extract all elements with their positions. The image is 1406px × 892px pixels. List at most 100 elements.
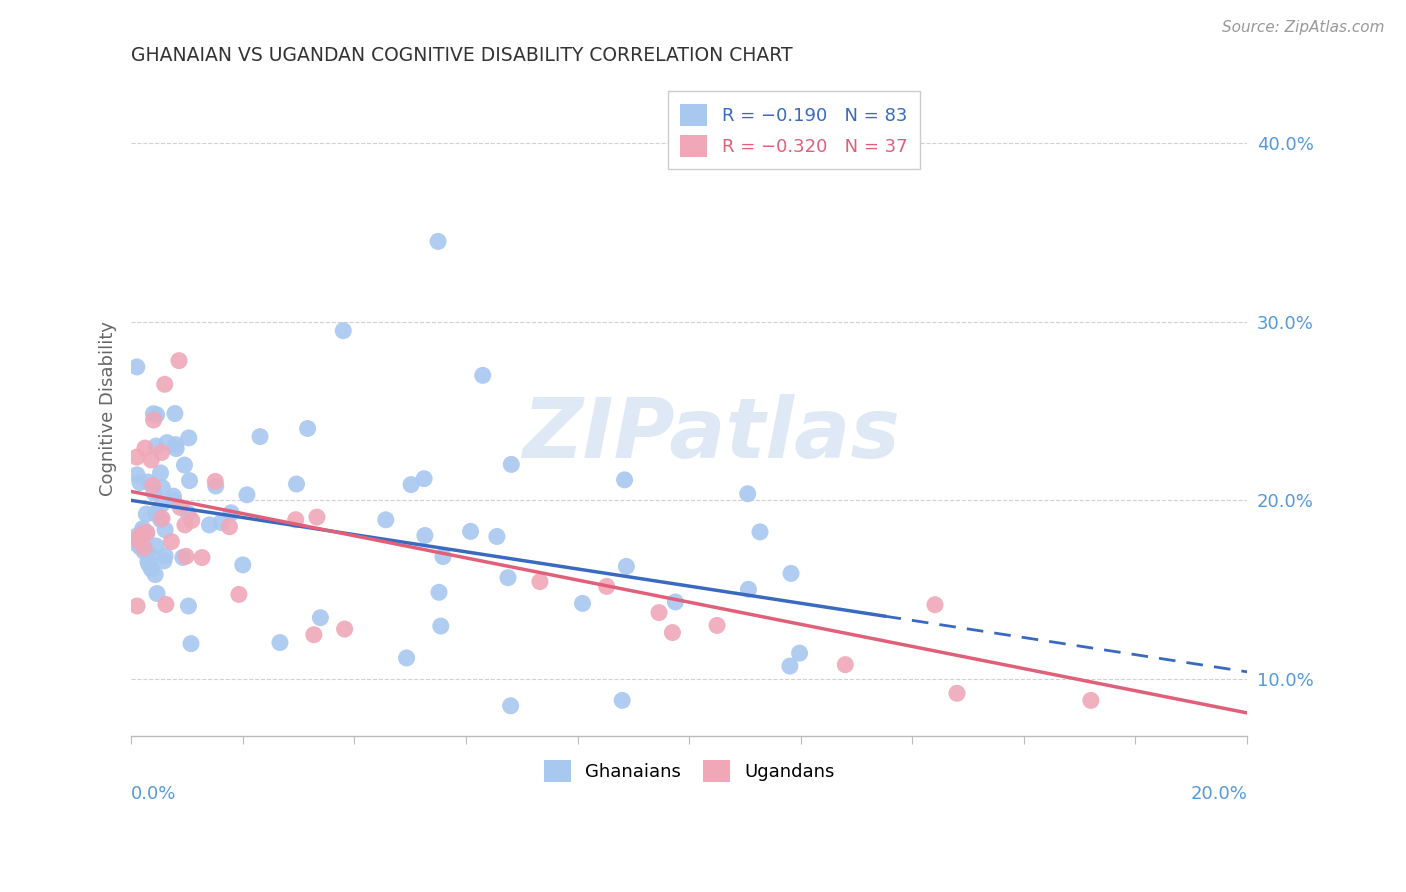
- Point: [269, 635, 291, 649]
- Point: [427, 585, 450, 599]
- Point: [232, 558, 254, 572]
- Point: [460, 524, 482, 539]
- Point: [177, 506, 200, 520]
- Point: [499, 698, 522, 713]
- Text: GHANAIAN VS UGANDAN COGNITIVE DISABILITY CORRELATION CHART: GHANAIAN VS UGANDAN COGNITIVE DISABILITY…: [131, 46, 793, 65]
- Point: [149, 513, 172, 527]
- Point: [413, 472, 436, 486]
- Point: [209, 516, 232, 530]
- Point: [749, 524, 772, 539]
- Point: [432, 549, 454, 564]
- Point: [173, 458, 195, 472]
- Point: [125, 467, 148, 482]
- Point: [198, 517, 221, 532]
- Point: [136, 555, 159, 569]
- Point: [165, 442, 187, 456]
- Point: [179, 474, 201, 488]
- Point: [167, 353, 190, 368]
- Point: [204, 475, 226, 489]
- Point: [395, 651, 418, 665]
- Point: [302, 628, 325, 642]
- Legend: Ghanaians, Ugandans: Ghanaians, Ugandans: [537, 753, 842, 789]
- Point: [177, 599, 200, 613]
- Point: [150, 511, 173, 525]
- Point: [142, 485, 165, 500]
- Point: [204, 479, 226, 493]
- Point: [132, 524, 155, 539]
- Point: [165, 437, 187, 451]
- Point: [135, 525, 157, 540]
- Point: [135, 507, 157, 521]
- Point: [149, 466, 172, 480]
- Point: [305, 510, 328, 524]
- Point: [153, 554, 176, 568]
- Point: [789, 646, 811, 660]
- Point: [169, 500, 191, 515]
- Point: [430, 619, 453, 633]
- Point: [132, 522, 155, 536]
- Y-axis label: Cognitive Disability: Cognitive Disability: [100, 321, 117, 496]
- Point: [162, 489, 184, 503]
- Point: [134, 544, 156, 558]
- Point: [648, 606, 671, 620]
- Point: [125, 533, 148, 547]
- Point: [399, 477, 422, 491]
- Point: [571, 596, 593, 610]
- Point: [427, 235, 450, 249]
- Point: [471, 368, 494, 383]
- Point: [146, 586, 169, 600]
- Point: [127, 599, 149, 613]
- Point: [1080, 693, 1102, 707]
- Point: [664, 595, 686, 609]
- Point: [180, 637, 202, 651]
- Point: [177, 431, 200, 445]
- Point: [737, 582, 759, 597]
- Point: [661, 625, 683, 640]
- Point: [218, 519, 240, 533]
- Point: [297, 421, 319, 435]
- Point: [612, 693, 634, 707]
- Point: [131, 527, 153, 541]
- Point: [706, 618, 728, 632]
- Point: [613, 473, 636, 487]
- Point: [134, 541, 156, 555]
- Point: [142, 478, 165, 492]
- Point: [125, 537, 148, 551]
- Point: [333, 622, 356, 636]
- Point: [496, 571, 519, 585]
- Point: [125, 359, 148, 374]
- Text: 0.0%: 0.0%: [131, 785, 177, 804]
- Point: [374, 513, 396, 527]
- Point: [153, 377, 176, 392]
- Point: [780, 566, 803, 581]
- Point: [174, 549, 197, 564]
- Point: [174, 517, 197, 532]
- Point: [595, 579, 617, 593]
- Point: [150, 445, 173, 459]
- Point: [138, 557, 160, 571]
- Point: [236, 488, 259, 502]
- Text: 20.0%: 20.0%: [1191, 785, 1247, 804]
- Point: [129, 540, 152, 554]
- Point: [125, 529, 148, 543]
- Point: [141, 562, 163, 576]
- Point: [180, 513, 202, 527]
- Point: [485, 529, 508, 543]
- Point: [924, 598, 946, 612]
- Point: [737, 487, 759, 501]
- Point: [128, 475, 150, 490]
- Point: [145, 539, 167, 553]
- Point: [142, 413, 165, 427]
- Point: [501, 458, 523, 472]
- Point: [153, 549, 176, 563]
- Point: [172, 550, 194, 565]
- Point: [779, 659, 801, 673]
- Point: [285, 477, 308, 491]
- Point: [946, 686, 969, 700]
- Point: [834, 657, 856, 672]
- Point: [160, 534, 183, 549]
- Point: [141, 453, 163, 467]
- Point: [191, 550, 214, 565]
- Point: [153, 523, 176, 537]
- Point: [145, 506, 167, 520]
